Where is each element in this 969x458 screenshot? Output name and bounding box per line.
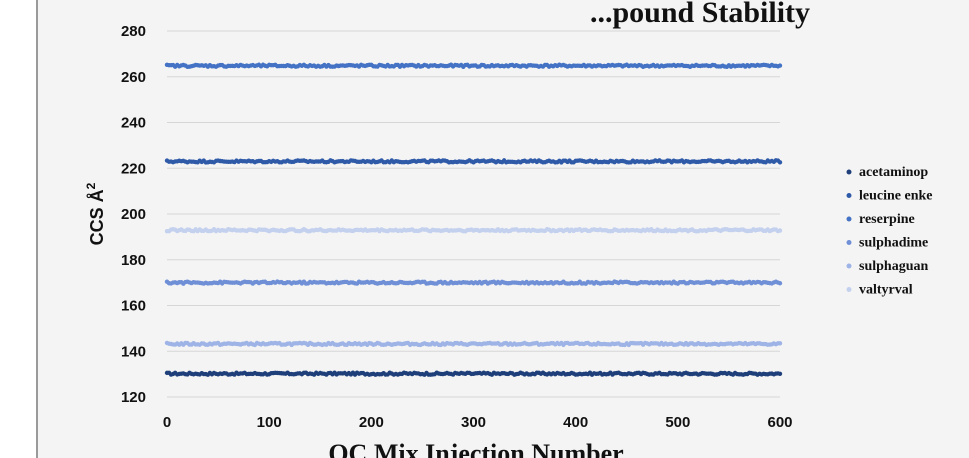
legend-marker xyxy=(846,263,852,269)
data-point xyxy=(777,281,783,286)
legend-label: sulphaguan xyxy=(859,259,928,274)
legend-marker xyxy=(846,287,852,292)
data-points xyxy=(164,62,783,377)
series-leucine-enke xyxy=(164,158,783,165)
legend-label: sulphadime xyxy=(859,236,928,251)
left-border xyxy=(36,0,38,458)
y-tick-label: 160 xyxy=(121,298,146,315)
y-tick-label: 240 xyxy=(121,115,146,132)
series-sulphadime xyxy=(164,279,783,286)
x-tick-label: 0 xyxy=(163,414,171,431)
x-axis-label: QC Mix Injection Number xyxy=(328,439,623,458)
y-axis-label: CCS Å2 xyxy=(84,182,107,245)
legend-label: leucine enke xyxy=(859,189,933,204)
y-tick-label: 260 xyxy=(121,69,146,86)
data-point xyxy=(777,371,783,376)
x-tick-label: 300 xyxy=(461,414,486,431)
legend-marker xyxy=(846,240,852,245)
series-sulphaguan xyxy=(164,340,783,348)
x-tick-label: 400 xyxy=(563,414,588,431)
y-tick-label: 200 xyxy=(121,206,146,223)
legend-label: valtyrval xyxy=(859,283,913,298)
x-tick-label: 100 xyxy=(257,414,282,431)
legend: acetaminop leucine enke reserpine sulphadim… xyxy=(846,165,933,298)
y-tick-label: 140 xyxy=(121,343,146,360)
legend-marker xyxy=(846,216,852,222)
y-tick-label: 280 xyxy=(121,23,146,40)
series-reserpine xyxy=(164,62,783,70)
y-tick-label: 180 xyxy=(121,252,146,269)
data-point xyxy=(777,228,783,233)
legend-label: acetaminop xyxy=(859,165,928,180)
x-tick-label: 200 xyxy=(359,414,384,431)
legend-marker xyxy=(846,169,852,175)
data-point xyxy=(777,341,783,346)
legend-marker xyxy=(846,193,852,198)
legend-label: reserpine xyxy=(859,212,915,227)
series-acetaminop xyxy=(164,370,783,377)
data-point xyxy=(777,160,783,165)
x-tick-labels: 0 100 200 300 400 500 600 xyxy=(163,414,793,431)
x-tick-label: 600 xyxy=(767,414,792,431)
x-tick-label: 500 xyxy=(665,414,690,431)
series-valtyrval xyxy=(164,227,783,234)
gridlines xyxy=(167,30,780,398)
data-point xyxy=(777,63,783,68)
y-tick-label: 120 xyxy=(121,389,146,406)
y-tick-labels: 120 140 160 180 200 220 240 260 280 xyxy=(121,23,146,406)
chart-title: ...pound Stability xyxy=(590,0,810,29)
y-tick-label: 220 xyxy=(121,160,146,177)
